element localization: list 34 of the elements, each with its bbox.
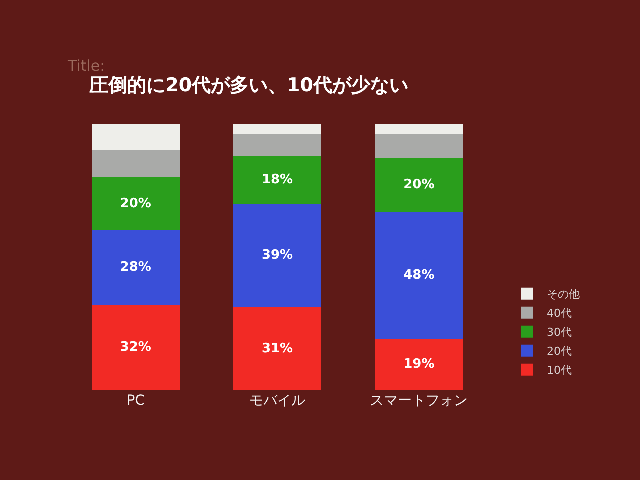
bar	[234, 134, 322, 156]
legend-label: 10代	[547, 364, 572, 378]
legend-label: その他	[547, 288, 580, 302]
bar	[375, 124, 464, 135]
x-tick-label: スマートフォン	[370, 393, 468, 409]
chart-title: 圧倒的に20代が多い、10代が少ない	[88, 74, 408, 97]
bar	[92, 230, 180, 305]
data-label: 18%	[262, 172, 294, 188]
bar	[92, 304, 180, 390]
bar	[234, 156, 322, 204]
bar	[92, 177, 180, 230]
bar	[92, 124, 180, 151]
bar	[375, 158, 464, 212]
legend-label: 20代	[547, 345, 572, 358]
data-label: 20%	[120, 196, 152, 212]
data-label: 31%	[262, 341, 294, 356]
bar	[375, 339, 464, 390]
bar	[375, 212, 464, 340]
x-tick-label: モバイル	[250, 393, 306, 409]
bar	[92, 150, 180, 178]
bar	[375, 134, 464, 159]
data-label: 19%	[404, 357, 435, 372]
legend-label: 30代	[547, 326, 572, 340]
data-label: 28%	[120, 260, 152, 276]
legend-label: 40代	[547, 307, 572, 320]
bar	[234, 124, 322, 135]
data-label: 39%	[262, 248, 294, 264]
x-tick-label: PC	[126, 393, 146, 409]
data-label: 20%	[404, 178, 435, 193]
data-label: 48%	[404, 268, 435, 284]
data-label: 32%	[120, 340, 152, 355]
text: Title:	[67, 57, 106, 75]
bar	[234, 204, 322, 308]
bar	[234, 308, 322, 390]
